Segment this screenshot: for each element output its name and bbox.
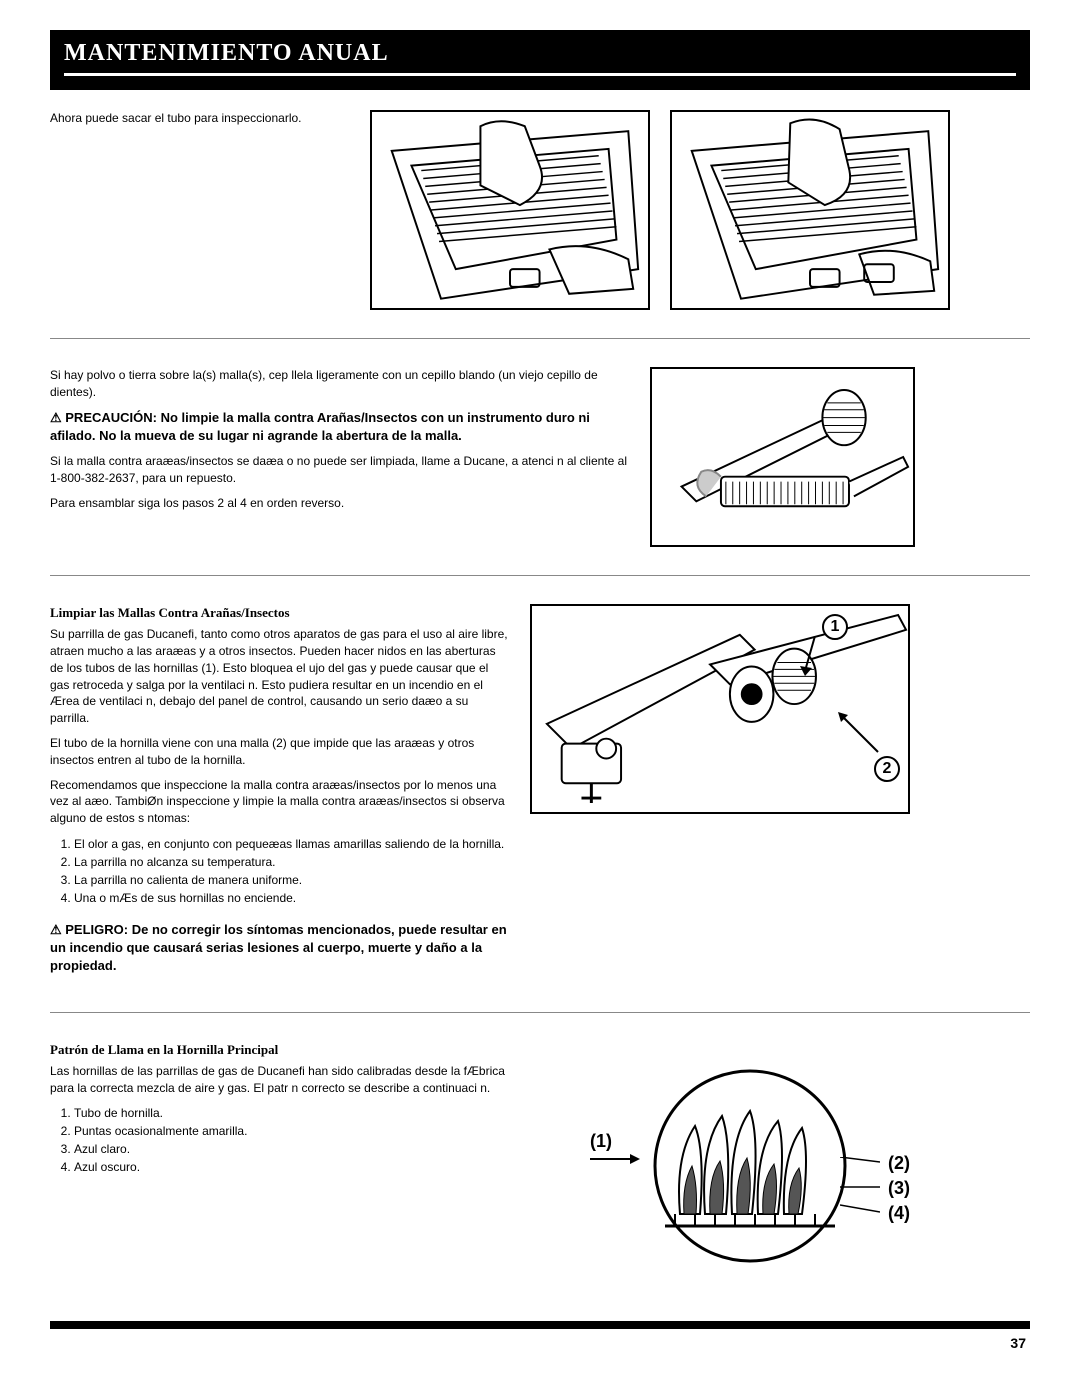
- section4-heading: Patrón de Llama en la Hornilla Principal: [50, 1041, 510, 1059]
- callout-2: 2: [874, 756, 900, 782]
- section4-list: Tubo de hornilla. Puntas ocasionalmente …: [50, 1104, 510, 1176]
- divider: [50, 1012, 1030, 1013]
- figure-burner-tube: 1 2: [530, 604, 910, 814]
- arrow-icon: [800, 636, 830, 676]
- list-item: Azul oscuro.: [74, 1158, 510, 1176]
- figure-pair-grill: [370, 110, 950, 310]
- section3-p2: El tubo de la hornilla viene con una mal…: [50, 735, 510, 769]
- flame-label-4: (4): [888, 1201, 910, 1226]
- footer-rule: [50, 1321, 1030, 1329]
- leader-lines-icon: [840, 1157, 880, 1227]
- arrow-icon: [590, 1152, 640, 1166]
- figure-flame-col: (1) (2) (3) (4): [590, 1041, 910, 1291]
- list-item: Azul claro.: [74, 1140, 510, 1158]
- list-item: La parrilla no alcanza su temperatura.: [74, 853, 510, 871]
- page-footer: 37: [50, 1321, 1030, 1351]
- caution-text: ⚠ PRECAUCIÓN: No limpie la malla contra …: [50, 409, 630, 445]
- divider: [50, 575, 1030, 576]
- section-inspect-tube: Ahora puede sacar el tubo para inspeccio…: [50, 110, 1030, 310]
- section3-heading: Limpiar las Mallas Contra Arañas/Insecto…: [50, 604, 510, 622]
- page-number: 37: [50, 1335, 1030, 1351]
- section-flame-pattern: Patrón de Llama en la Hornilla Principal…: [50, 1041, 1030, 1291]
- flame-labels-right: (2) (3) (4): [888, 1151, 910, 1227]
- flame-label-3: (3): [888, 1176, 910, 1201]
- section2-textcol: Si hay polvo o tierra sobre la(s) malla(…: [50, 367, 630, 519]
- section2-intro: Si hay polvo o tierra sobre la(s) malla(…: [50, 367, 630, 401]
- page-title: MANTENIMIENTO ANUAL: [64, 40, 1016, 76]
- list-item: El olor a gas, en conjunto con pequeæas …: [74, 835, 510, 853]
- section4-p1: Las hornillas de las parrillas de gas de…: [50, 1063, 510, 1097]
- flame-label-2: (2): [888, 1151, 910, 1176]
- figure-brush-col: [650, 367, 915, 547]
- section-spider-screens: Limpiar las Mallas Contra Arañas/Insecto…: [50, 604, 1030, 984]
- section3-list: El olor a gas, en conjunto con pequeæas …: [50, 835, 510, 907]
- list-item: Puntas ocasionalmente amarilla.: [74, 1122, 510, 1140]
- danger-text: ⚠ PELIGRO: De no corregir los síntomas m…: [50, 921, 510, 976]
- section1-text: Ahora puede sacar el tubo para inspeccio…: [50, 110, 350, 127]
- section-clean-screen: Si hay polvo o tierra sobre la(s) malla(…: [50, 367, 1030, 547]
- section2-follow2: Para ensamblar siga los pasos 2 al 4 en …: [50, 495, 630, 512]
- section3-p1: Su parrilla de gas Ducanefi, tanto como …: [50, 626, 510, 727]
- section2-follow1: Si la malla contra araæas/insectos se da…: [50, 453, 630, 487]
- divider: [50, 338, 1030, 339]
- figure-brush: [650, 367, 915, 547]
- section3-p3: Recomendamos que inspeccione la malla co…: [50, 777, 510, 827]
- flame-label-1: (1): [590, 1131, 640, 1166]
- page-title-bar: MANTENIMIENTO ANUAL: [50, 30, 1030, 90]
- list-item: La parrilla no calienta de manera unifor…: [74, 871, 510, 889]
- section3-textcol: Limpiar las Mallas Contra Arañas/Insecto…: [50, 604, 510, 984]
- arrow-icon: [833, 707, 883, 757]
- list-item: Tubo de hornilla.: [74, 1104, 510, 1122]
- figure-grill-left: [370, 110, 650, 310]
- figure-grill-right: [670, 110, 950, 310]
- list-item: Una o mÆs de sus hornillas no enciende.: [74, 889, 510, 907]
- figure-flame: (1) (2) (3) (4): [590, 1041, 910, 1291]
- section4-textcol: Patrón de Llama en la Hornilla Principal…: [50, 1041, 510, 1177]
- figure-tube-col: 1 2: [530, 604, 910, 814]
